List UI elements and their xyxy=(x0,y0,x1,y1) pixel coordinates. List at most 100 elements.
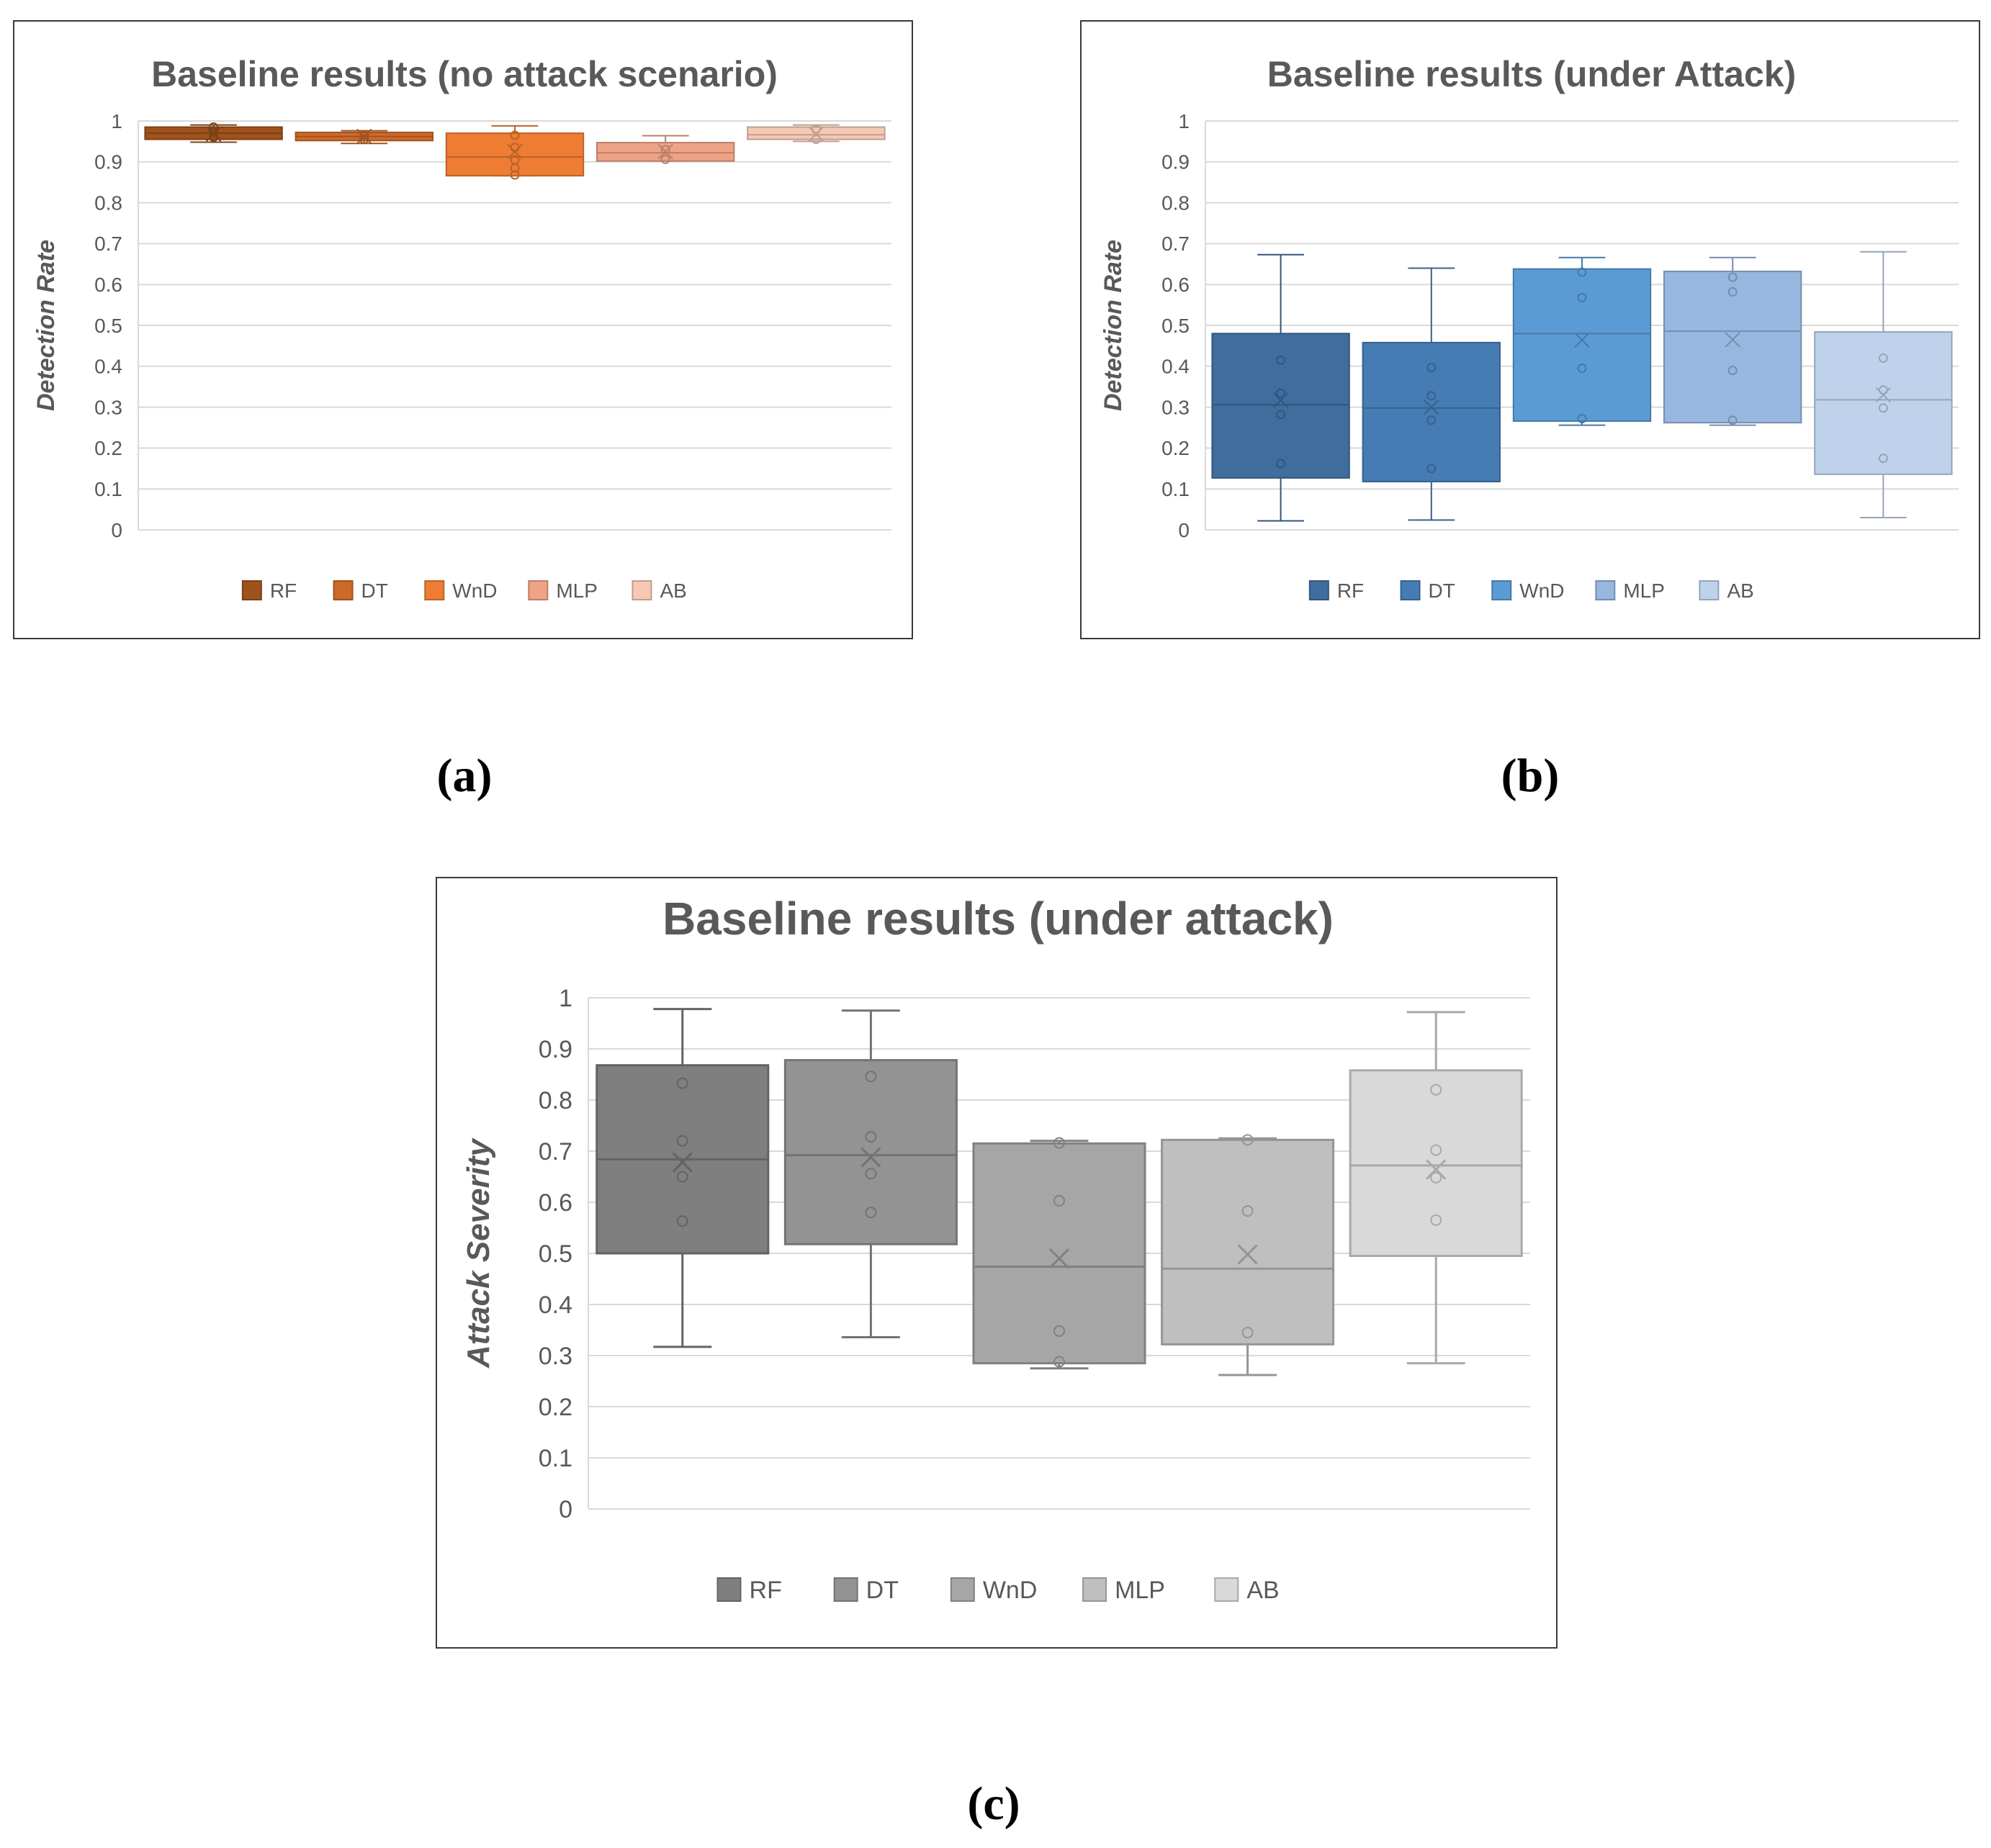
legend-label-mlp: MLP xyxy=(1115,1577,1165,1604)
y-tick-label: 0.6 xyxy=(539,1189,572,1217)
data-point xyxy=(1241,1327,1254,1339)
chart-svg-a: Baseline results (no attack scenario) 0 0.… xyxy=(32,54,891,602)
data-point xyxy=(1426,415,1437,425)
data-point xyxy=(1727,415,1738,425)
data-point xyxy=(1577,364,1587,374)
data-point xyxy=(1878,353,1888,363)
data-point xyxy=(359,135,369,145)
legend-label-ab: AB xyxy=(660,580,686,602)
legend-label-wnd: WnD xyxy=(1519,580,1564,602)
data-point xyxy=(676,1135,688,1147)
y-tick-label: 1 xyxy=(559,985,572,1012)
data-point xyxy=(1577,414,1587,424)
y-tick-label: 0.5 xyxy=(539,1240,572,1268)
y-tick-label: 0.3 xyxy=(539,1343,572,1370)
y-tick-label: 1 xyxy=(1178,110,1190,132)
legend-swatch-rf xyxy=(1308,580,1329,600)
mean-marker xyxy=(808,126,824,142)
data-point xyxy=(1053,1325,1065,1337)
data-point xyxy=(209,122,219,132)
legend-swatch-ab xyxy=(1699,580,1720,600)
legend-swatch-dt xyxy=(1400,580,1421,600)
mean-marker xyxy=(1237,1244,1258,1265)
y-tick-label: 0.7 xyxy=(539,1138,572,1166)
data-point xyxy=(359,130,369,140)
y-tick-label: 0.8 xyxy=(94,191,122,214)
data-point xyxy=(865,1071,877,1083)
y-tick-label: 0 xyxy=(1178,519,1190,541)
legend-label-wnd: WnD xyxy=(983,1577,1038,1604)
legend-label-rf: RF xyxy=(270,580,297,602)
legend-swatch-dt xyxy=(333,580,354,600)
data-point xyxy=(1426,391,1437,401)
y-tick-label: 0 xyxy=(111,519,122,541)
box-mlp xyxy=(1161,1138,1335,1346)
mean-marker xyxy=(1725,332,1740,348)
box-dt xyxy=(1362,341,1501,482)
data-point xyxy=(865,1168,877,1180)
box-rf xyxy=(1211,333,1350,479)
y-tick-label: 0.7 xyxy=(94,233,122,255)
legend-swatch-dt xyxy=(833,1577,858,1602)
box-wnd xyxy=(1512,268,1652,422)
data-point xyxy=(510,155,520,165)
y-tick-label: 0.1 xyxy=(1161,478,1190,500)
y-tick-label: 0.1 xyxy=(94,478,122,500)
y-tick-label: 0.6 xyxy=(94,274,122,296)
legend-label-ab: AB xyxy=(1727,580,1753,602)
mean-marker xyxy=(1574,332,1590,348)
data-point xyxy=(1430,1144,1442,1156)
mean-marker xyxy=(1272,392,1289,408)
chart-panel-b: Baseline results (under Attack) 0 0.1 0.2 0.… xyxy=(1080,20,1980,639)
chart-panel-a: Baseline results (no attack scenario) 0 0.… xyxy=(13,20,913,639)
legend-swatch-wnd xyxy=(424,580,445,600)
box-mlp xyxy=(1663,271,1802,424)
data-point xyxy=(676,1077,688,1089)
data-point xyxy=(1727,287,1738,297)
box-dt xyxy=(783,1059,958,1245)
legend-label-mlp: MLP xyxy=(556,580,598,602)
data-point xyxy=(1430,1171,1442,1184)
data-point xyxy=(510,130,520,140)
y-axis-label: Detection Rate xyxy=(32,240,60,411)
chart-title: Baseline results (under attack) xyxy=(662,893,1334,945)
mean-marker xyxy=(657,143,673,160)
y-tick-label: 0.2 xyxy=(1161,437,1190,459)
legend-swatch-mlp xyxy=(1595,580,1616,600)
y-axis-label: Detection Rate xyxy=(1100,240,1127,411)
caption-b: (b) xyxy=(1501,749,1560,802)
data-point xyxy=(676,1171,688,1183)
legend-swatch-ab xyxy=(1214,1577,1239,1602)
legend-swatch-rf xyxy=(241,580,262,600)
data-point xyxy=(1053,1356,1065,1368)
y-tick-label: 0.8 xyxy=(539,1087,572,1114)
y-tick-label: 0.6 xyxy=(1161,274,1190,296)
data-point xyxy=(510,170,520,180)
data-point xyxy=(1426,363,1437,373)
data-point xyxy=(1577,292,1587,302)
mean-marker xyxy=(1875,387,1892,403)
data-point xyxy=(1241,1205,1254,1217)
mean-marker xyxy=(1426,1159,1447,1180)
data-point xyxy=(660,145,670,155)
data-point xyxy=(1878,403,1888,413)
legend-label-dt: DT xyxy=(361,580,388,602)
data-point xyxy=(811,135,821,145)
y-tick-label: 0.9 xyxy=(1161,151,1190,173)
y-tick-label: 0.4 xyxy=(94,356,122,378)
legend-swatch-rf xyxy=(716,1577,742,1602)
legend-label-mlp: MLP xyxy=(1623,580,1665,602)
mean-marker xyxy=(860,1147,881,1168)
y-tick-label: 0.1 xyxy=(539,1445,572,1472)
mean-marker xyxy=(1048,1248,1070,1269)
data-point xyxy=(1053,1194,1065,1207)
data-point xyxy=(1426,464,1437,474)
box-wnd xyxy=(972,1142,1146,1365)
data-point xyxy=(209,127,219,138)
mean-marker xyxy=(1424,399,1439,415)
legend-label-rf: RF xyxy=(1337,580,1364,602)
legend-label-wnd: WnD xyxy=(452,580,497,602)
legend-swatch-mlp xyxy=(1082,1577,1107,1602)
data-point xyxy=(676,1215,688,1227)
y-tick-label: 0.2 xyxy=(539,1394,572,1421)
